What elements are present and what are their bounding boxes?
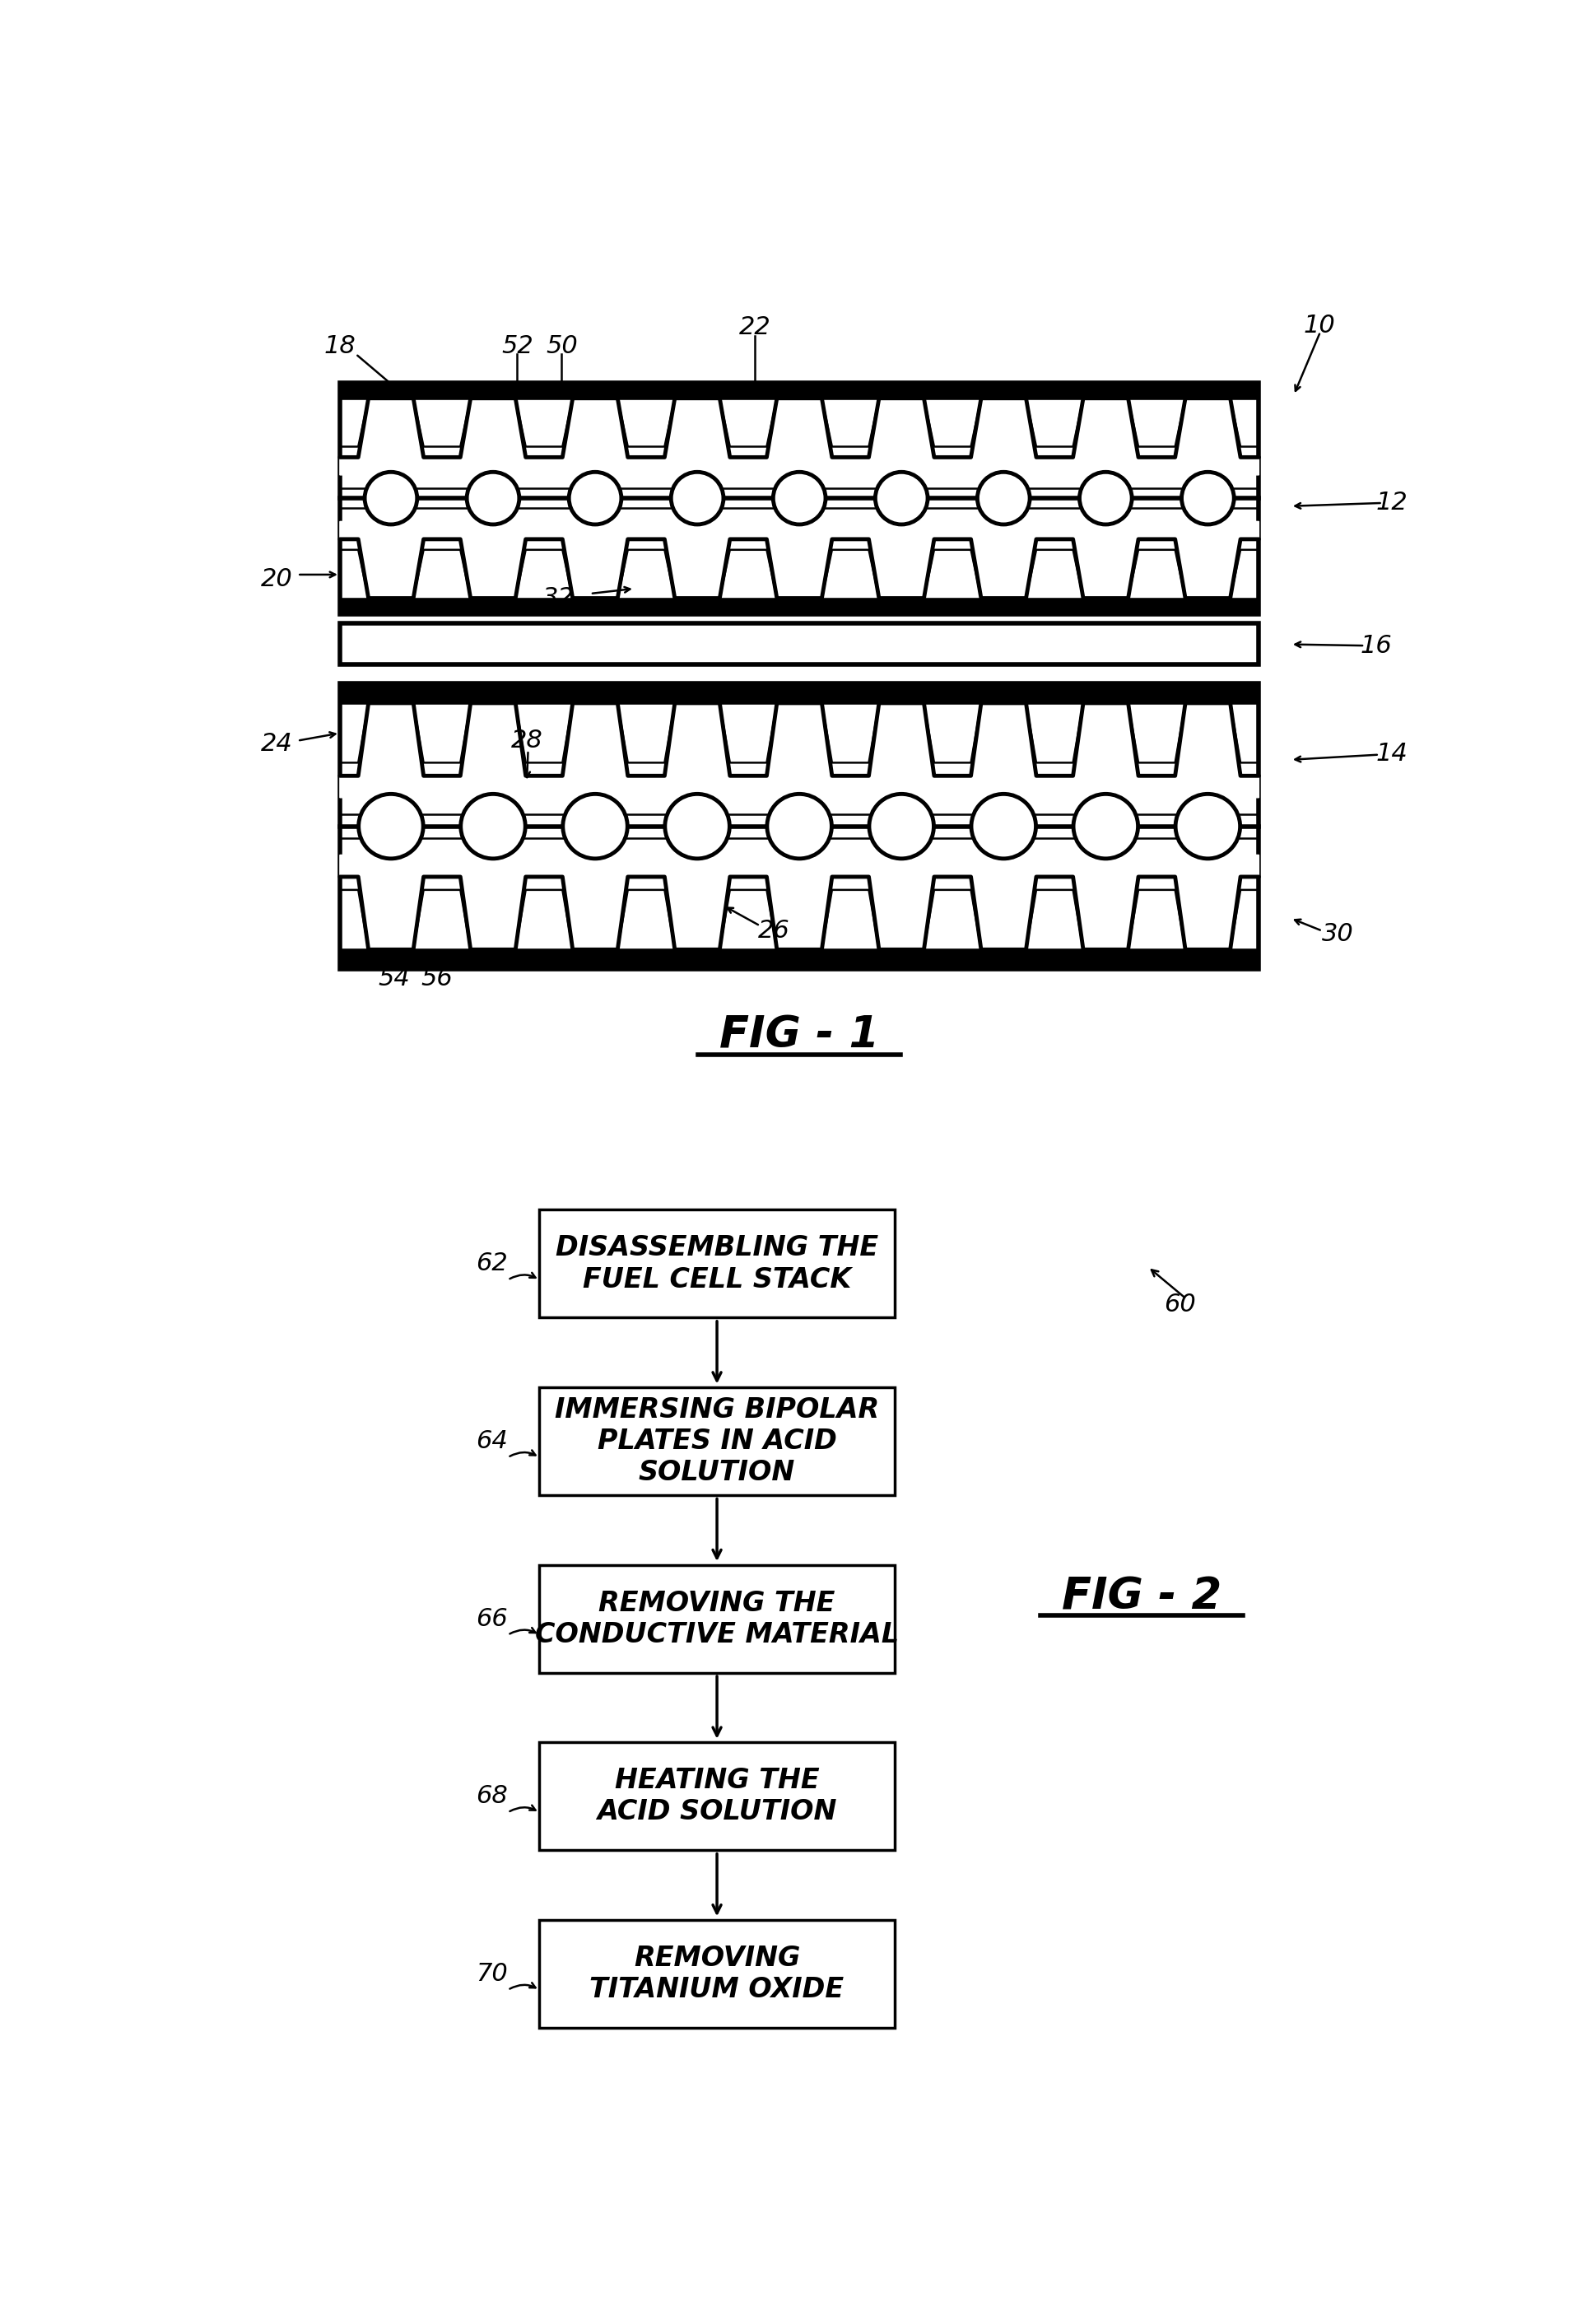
Text: FIG - 1: FIG - 1	[720, 1014, 879, 1056]
Circle shape	[1181, 472, 1234, 523]
Polygon shape	[340, 704, 1258, 797]
Text: 68: 68	[476, 1783, 508, 1809]
Text: 66: 66	[476, 1607, 508, 1630]
Text: 64: 64	[476, 1429, 508, 1452]
Text: HEATING THE
ACID SOLUTION: HEATING THE ACID SOLUTION	[597, 1767, 836, 1825]
Text: 24: 24	[260, 732, 292, 755]
Text: 12: 12	[1376, 491, 1408, 514]
Polygon shape	[340, 521, 1258, 598]
Text: 10: 10	[1302, 313, 1334, 338]
Bar	[539, 1742, 894, 1850]
Circle shape	[670, 472, 723, 523]
Text: 20: 20	[260, 567, 292, 591]
Bar	[539, 1566, 894, 1672]
Bar	[539, 1209, 894, 1318]
Bar	[340, 950, 1258, 968]
Text: 32: 32	[543, 586, 575, 609]
Bar	[340, 683, 1258, 968]
Circle shape	[766, 794, 832, 859]
Text: DISASSEMBLING THE
FUEL CELL STACK: DISASSEMBLING THE FUEL CELL STACK	[555, 1234, 878, 1292]
Text: IMMERSING BIPOLAR
PLATES IN ACID
SOLUTION: IMMERSING BIPOLAR PLATES IN ACID SOLUTIO…	[554, 1397, 879, 1487]
Circle shape	[970, 794, 1036, 859]
Circle shape	[466, 472, 519, 523]
Circle shape	[568, 472, 621, 523]
Polygon shape	[340, 855, 1258, 950]
Circle shape	[772, 472, 825, 523]
Text: 30: 30	[1321, 922, 1353, 945]
Bar	[340, 598, 1258, 614]
Circle shape	[977, 472, 1029, 523]
Text: 18: 18	[324, 334, 356, 359]
Text: REMOVING THE
CONDUCTIVE MATERIAL: REMOVING THE CONDUCTIVE MATERIAL	[535, 1589, 899, 1649]
Circle shape	[875, 472, 927, 523]
Text: 54: 54	[378, 966, 410, 991]
Bar	[539, 1920, 894, 2026]
Text: 52: 52	[501, 334, 533, 359]
Text: REMOVING
TITANIUM OXIDE: REMOVING TITANIUM OXIDE	[589, 1945, 844, 2003]
Text: 50: 50	[546, 334, 578, 359]
Text: FIG - 2: FIG - 2	[1061, 1575, 1221, 1619]
Text: 14: 14	[1376, 741, 1408, 764]
Circle shape	[1079, 472, 1132, 523]
Polygon shape	[340, 398, 1258, 475]
Text: 26: 26	[758, 919, 790, 943]
Text: 56: 56	[421, 966, 453, 991]
Text: 70: 70	[476, 1962, 508, 1985]
Bar	[340, 623, 1258, 665]
Circle shape	[461, 794, 525, 859]
Bar	[340, 683, 1258, 704]
Circle shape	[364, 472, 417, 523]
Text: 22: 22	[739, 315, 771, 340]
Circle shape	[359, 794, 423, 859]
Circle shape	[1175, 794, 1240, 859]
Bar	[539, 1387, 894, 1496]
Bar	[340, 382, 1258, 614]
Circle shape	[664, 794, 729, 859]
Circle shape	[868, 794, 934, 859]
Bar	[340, 382, 1258, 398]
Text: 28: 28	[511, 730, 543, 753]
Circle shape	[562, 794, 627, 859]
Circle shape	[1073, 794, 1138, 859]
Text: 60: 60	[1163, 1292, 1195, 1318]
Text: 62: 62	[476, 1251, 508, 1276]
Text: 16: 16	[1360, 635, 1392, 658]
